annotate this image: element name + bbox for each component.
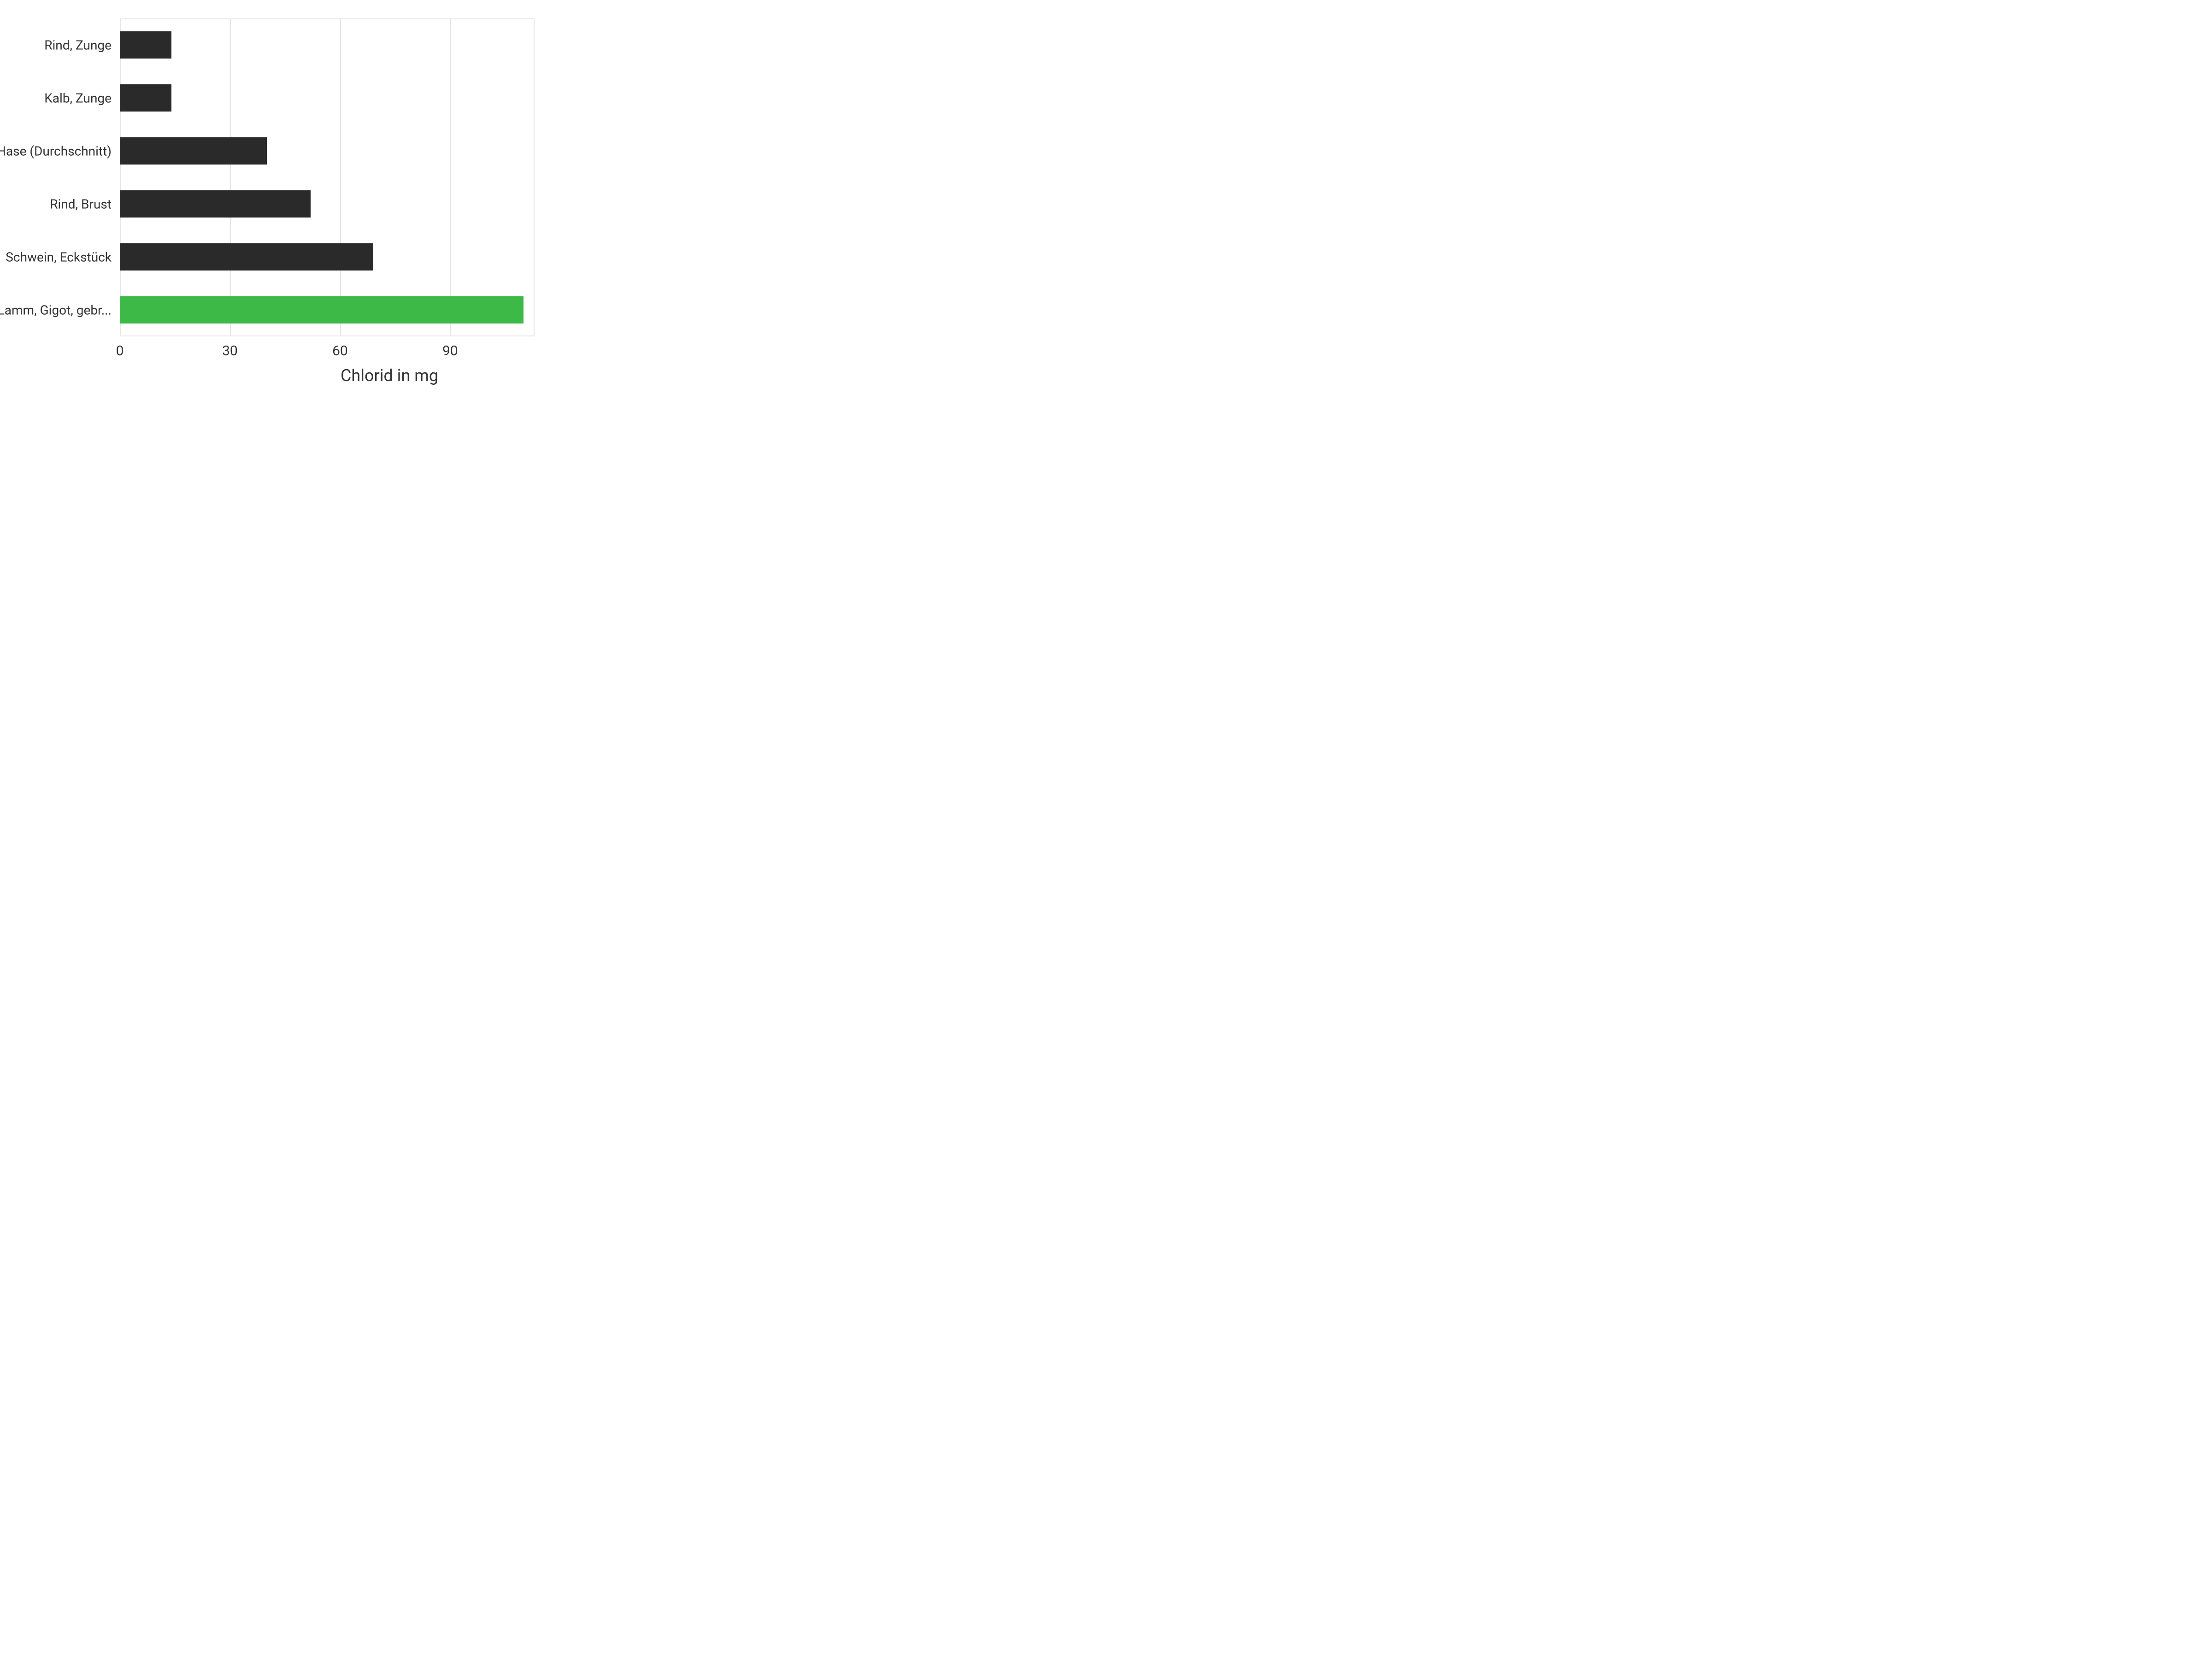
grid-border	[120, 335, 535, 336]
bar	[120, 84, 171, 112]
x-axis-tick: 0	[116, 343, 124, 359]
x-axis-title: Chlorid in mg	[244, 366, 535, 385]
bar	[120, 190, 311, 218]
gridline	[230, 18, 231, 336]
x-axis-tick: 30	[222, 343, 238, 359]
grid-border	[120, 18, 535, 19]
y-axis-label: Kalb, Zunge	[44, 90, 112, 106]
y-axis-label: Lamm, Gigot, gebr...	[0, 302, 112, 318]
bar	[120, 137, 267, 165]
bar	[120, 243, 373, 271]
gridline	[534, 18, 535, 336]
gridline	[450, 18, 451, 336]
x-axis-tick: 90	[442, 343, 458, 359]
bar	[120, 31, 171, 59]
bar	[120, 296, 524, 324]
plot-area	[120, 18, 535, 336]
gridline	[120, 18, 121, 336]
gridline	[340, 18, 341, 336]
y-axis-label: Rind, Brust	[50, 196, 112, 212]
y-axis-label: Hase (Durchschnitt)	[0, 143, 112, 159]
y-axis-label: Schwein, Eckstück	[6, 249, 112, 265]
y-axis-label: Rind, Zunge	[44, 37, 112, 53]
x-axis-tick: 60	[332, 343, 348, 359]
chart-container: Rind, Zunge Kalb, Zunge Hase (Durchschnitt…	[0, 0, 553, 415]
